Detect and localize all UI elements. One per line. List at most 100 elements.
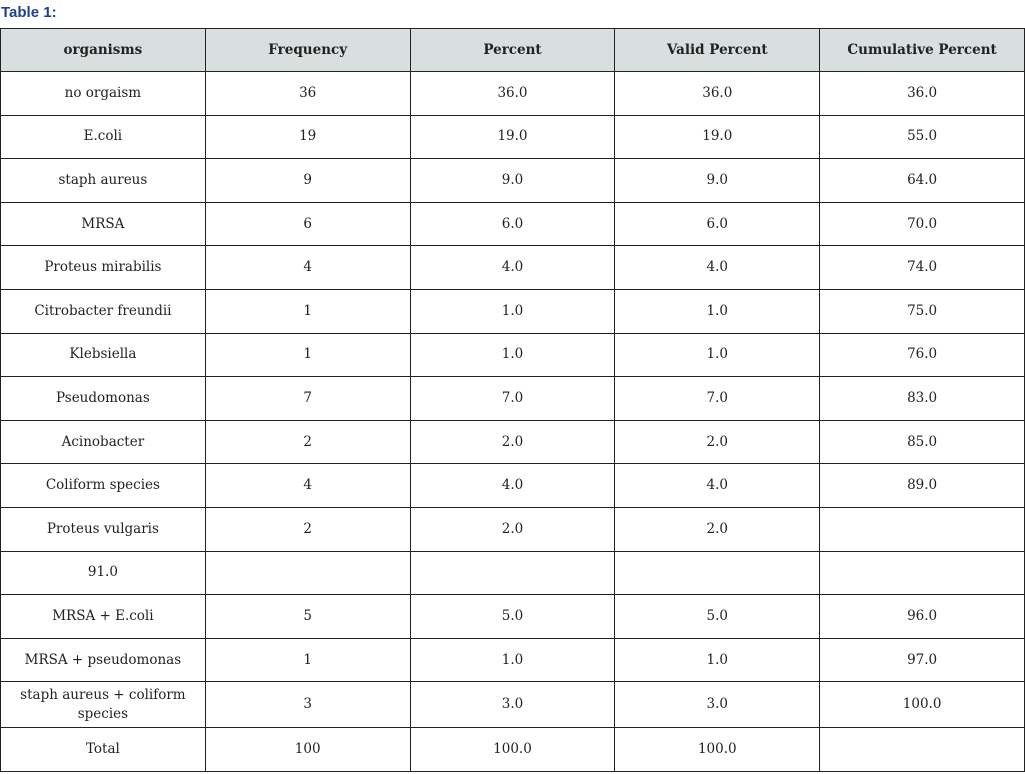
table-cell: Citrobacter freundii [0, 288, 206, 334]
table-cell: 9.0 [614, 158, 821, 203]
table-row: Acinobacter 2 2.0 2.0 85.0 [0, 419, 1025, 465]
table-cell: 3.0 [614, 681, 821, 729]
table-cell [204, 550, 411, 596]
table-cell: staph aureus [0, 158, 206, 203]
table-cell: 36.0 [409, 71, 616, 116]
table-title: Table 1: [1, 4, 57, 21]
table-cell [819, 550, 1025, 596]
table-header-row: organisms Frequency Percent Valid Percent Cu… [0, 28, 1025, 72]
column-header: organisms [0, 28, 206, 72]
table-cell: 96.0 [819, 594, 1025, 639]
table-cell: 100.0 [409, 727, 616, 772]
table-cell: Proteus vulgaris [0, 506, 206, 552]
table-cell: 55.0 [819, 114, 1025, 160]
table-cell: 89.0 [819, 463, 1025, 508]
table-cell: 97.0 [819, 637, 1025, 683]
table-cell: no orgaism [0, 71, 206, 116]
table-cell: 36.0 [614, 71, 821, 116]
table-cell: staph aureus + coliform species [0, 681, 206, 729]
table-cell: 9.0 [409, 158, 616, 203]
table-row: Coliform species 4 4.0 4.0 89.0 [0, 463, 1025, 508]
table-row: staph aureus 9 9.0 9.0 64.0 [0, 158, 1025, 203]
table-cell: MRSA + E.coli [0, 594, 206, 639]
table-cell: 6.0 [614, 201, 821, 247]
table-cell: Pseudomonas [0, 376, 206, 421]
table-row: E.coli 19 19.0 19.0 55.0 [0, 114, 1025, 160]
table-row: Klebsiella 1 1.0 1.0 76.0 [0, 332, 1025, 378]
table-cell: 1.0 [409, 288, 616, 334]
table-cell: 4.0 [409, 245, 616, 290]
table-cell: 4.0 [409, 463, 616, 508]
table-cell: 85.0 [819, 419, 1025, 465]
table-cell: 1.0 [614, 332, 821, 378]
table-cell: 1.0 [614, 288, 821, 334]
table-cell: 2 [204, 419, 411, 465]
table-cell: 2.0 [614, 419, 821, 465]
table-cell [819, 506, 1025, 552]
table-cell: E.coli [0, 114, 206, 160]
table-row: no orgaism 36 36.0 36.0 36.0 [0, 71, 1025, 116]
table-cell: 4.0 [614, 463, 821, 508]
table-cell: MRSA [0, 201, 206, 247]
table-cell: 7.0 [409, 376, 616, 421]
table-cell: 64.0 [819, 158, 1025, 203]
column-header: Frequency [204, 28, 411, 72]
table-cell: 2 [204, 506, 411, 552]
table-cell: 5.0 [409, 594, 616, 639]
table-cell: 75.0 [819, 288, 1025, 334]
table-cell: 83.0 [819, 376, 1025, 421]
table-cell: 1.0 [409, 332, 616, 378]
table-row: Total 100 100.0 100.0 [0, 727, 1025, 772]
table-cell: 5.0 [614, 594, 821, 639]
table-cell: 70.0 [819, 201, 1025, 247]
table-cell [614, 550, 821, 596]
table-cell: 5 [204, 594, 411, 639]
table-body: no orgaism 36 36.0 36.0 36.0 E.coli 19 19.0 19.0… [0, 71, 1025, 772]
table-cell: 2.0 [409, 419, 616, 465]
table-cell: 100.0 [614, 727, 821, 772]
table-cell: 2.0 [614, 506, 821, 552]
table-row: Citrobacter freundii 1 1.0 1.0 75.0 [0, 288, 1025, 334]
table-cell: 74.0 [819, 245, 1025, 290]
table-row: 91.0 [0, 550, 1025, 596]
table-cell: 19.0 [409, 114, 616, 160]
table-cell: Coliform species [0, 463, 206, 508]
table-cell: 1 [204, 332, 411, 378]
table-cell: 36 [204, 71, 411, 116]
table-row: staph aureus + coliform species 3 3.0 3.0 10… [0, 681, 1025, 729]
table-cell: 1 [204, 637, 411, 683]
table-cell: 6 [204, 201, 411, 247]
table-cell: 19.0 [614, 114, 821, 160]
table-cell: 19 [204, 114, 411, 160]
table-cell [819, 727, 1025, 772]
table-cell: 3 [204, 681, 411, 729]
table-cell: 1.0 [409, 637, 616, 683]
table-row: Proteus mirabilis 4 4.0 4.0 74.0 [0, 245, 1025, 290]
table-cell: 36.0 [819, 71, 1025, 116]
table-cell: 2.0 [409, 506, 616, 552]
table-cell: 100 [204, 727, 411, 772]
table-cell: 1 [204, 288, 411, 334]
table-row: MRSA + pseudomonas 1 1.0 1.0 97.0 [0, 637, 1025, 683]
organisms-frequency-table: organisms Frequency Percent Valid Percent Cu… [0, 28, 1025, 772]
table-cell: 1.0 [614, 637, 821, 683]
table-cell: 76.0 [819, 332, 1025, 378]
column-header: Valid Percent [614, 28, 821, 72]
table-cell: 6.0 [409, 201, 616, 247]
table-cell: Acinobacter [0, 419, 206, 465]
table-cell: Klebsiella [0, 332, 206, 378]
table-row: Proteus vulgaris 2 2.0 2.0 [0, 506, 1025, 552]
table-cell: 4 [204, 245, 411, 290]
table-cell: 4.0 [614, 245, 821, 290]
table-row: Pseudomonas 7 7.0 7.0 83.0 [0, 376, 1025, 421]
table-cell: MRSA + pseudomonas [0, 637, 206, 683]
table-cell: 7.0 [614, 376, 821, 421]
table-cell: Proteus mirabilis [0, 245, 206, 290]
table-cell: Total [0, 727, 206, 772]
table-cell: 100.0 [819, 681, 1025, 729]
column-header: Cumulative Percent [819, 28, 1025, 72]
table-cell: 9 [204, 158, 411, 203]
table-cell: 4 [204, 463, 411, 508]
table-cell: 91.0 [0, 550, 206, 596]
table-cell [409, 550, 616, 596]
